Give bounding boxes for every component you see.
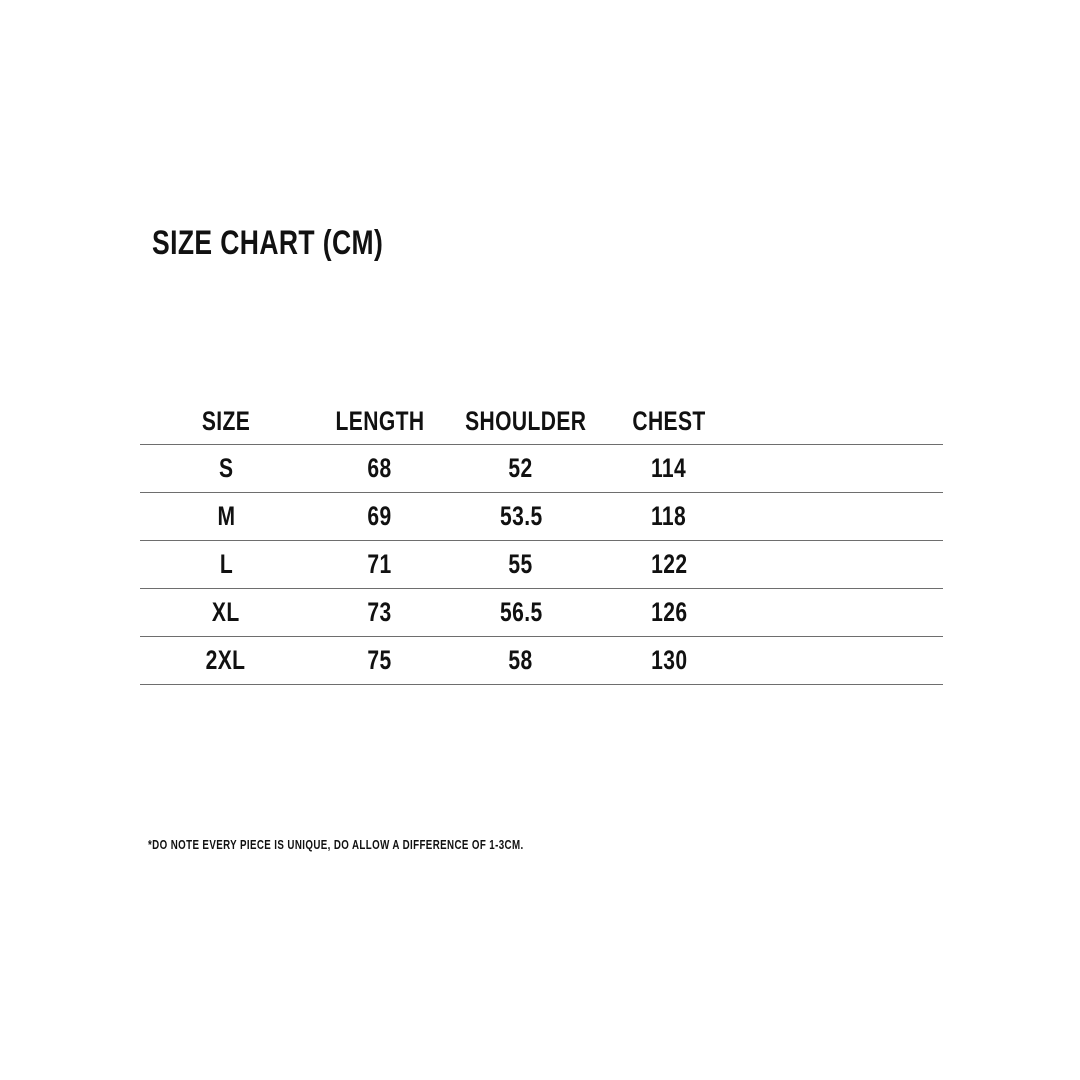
cell-size: M — [217, 501, 235, 531]
column-header-chest: CHEST — [632, 406, 706, 436]
page-title: SIZE CHART (CM) — [152, 226, 448, 260]
table-row-s: S 68 52 114 — [140, 445, 943, 493]
cell-size: 2XL — [206, 645, 246, 675]
column-header-length: LENGTH — [335, 406, 425, 436]
cell-shoulder: 53.5 — [499, 501, 543, 531]
cell-chest: 122 — [650, 549, 688, 579]
cell-length: 69 — [367, 501, 393, 531]
column-header-shoulder: SHOULDER — [465, 406, 587, 436]
table-row-m: M 69 53.5 118 — [140, 493, 943, 541]
cell-chest: 118 — [651, 501, 687, 531]
cell-size: XL — [212, 597, 240, 627]
cell-length: 71 — [367, 549, 393, 579]
cell-shoulder: 52 — [508, 453, 534, 483]
cell-chest: 130 — [650, 645, 688, 675]
cell-size: S — [218, 453, 234, 483]
page-title-text: SIZE CHART (CM) — [152, 224, 384, 262]
column-header-size: SIZE — [201, 406, 251, 436]
footnote: *DO NOTE EVERY PIECE IS UNIQUE, DO ALLOW… — [148, 839, 630, 852]
cell-shoulder: 58 — [508, 645, 534, 675]
footnote-text: *DO NOTE EVERY PIECE IS UNIQUE, DO ALLOW… — [148, 838, 524, 852]
table-row-2xl: 2XL 75 58 130 — [140, 637, 943, 685]
cell-size: L — [219, 549, 233, 579]
table-row-l: L 71 55 122 — [140, 541, 943, 589]
cell-length: 75 — [367, 645, 393, 675]
cell-length: 68 — [367, 453, 393, 483]
table-header-row: SIZE LENGTH SHOULDER CHEST — [140, 399, 943, 445]
cell-shoulder: 56.5 — [499, 597, 543, 627]
cell-shoulder: 55 — [508, 549, 534, 579]
cell-length: 73 — [367, 597, 393, 627]
cell-chest: 114 — [651, 453, 687, 483]
cell-chest: 126 — [650, 597, 688, 627]
size-chart-table: SIZE LENGTH SHOULDER CHEST S 68 52 114 M… — [140, 399, 943, 685]
table-row-xl: XL 73 56.5 126 — [140, 589, 943, 637]
